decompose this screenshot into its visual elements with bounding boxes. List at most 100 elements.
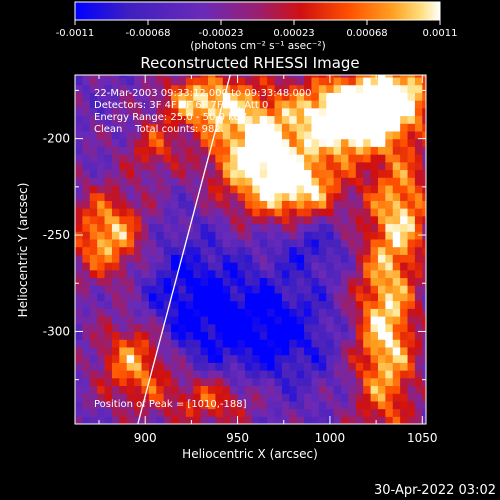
- heatmap-cell: [104, 400, 113, 410]
- heatmap-cell: [274, 262, 283, 271]
- heatmap-cell: [148, 92, 157, 101]
- heatmap-cell: [111, 92, 120, 101]
- heatmap-cell: [134, 107, 143, 117]
- heatmap-cell: [163, 231, 172, 240]
- heatmap-cell: [414, 115, 423, 124]
- heatmap-cell: [296, 246, 305, 255]
- heatmap-cell: [185, 285, 194, 294]
- heatmap-cell: [230, 339, 239, 348]
- heatmap-cell: [230, 246, 239, 255]
- heatmap-cell: [370, 300, 379, 309]
- heatmap-cell: [377, 269, 386, 279]
- heatmap-cell: [289, 192, 298, 201]
- heatmap-cell: [289, 416, 298, 424]
- heatmap-cell: [148, 177, 157, 186]
- heatmap-cell: [414, 200, 423, 209]
- heatmap-cell: [111, 238, 120, 248]
- heatmap-cell: [126, 223, 135, 232]
- heatmap-cell: [141, 208, 150, 217]
- heatmap-cell: [355, 169, 364, 178]
- heatmap-cell: [422, 308, 426, 317]
- heatmap-cell: [326, 354, 335, 363]
- heatmap-cell: [392, 130, 401, 140]
- heatmap-cell: [134, 346, 143, 356]
- heatmap-cell: [311, 76, 320, 86]
- heatmap-cell: [363, 169, 372, 178]
- heatmap-cell: [281, 75, 290, 78]
- heatmap-cell: [414, 130, 423, 140]
- heatmap-cell: [208, 115, 216, 124]
- heatmap-cell: [281, 377, 290, 387]
- heatmap-cell: [134, 215, 143, 225]
- heatmap-cell: [304, 316, 313, 325]
- heatmap-cell: [422, 123, 426, 132]
- heatmap-cell: [252, 138, 261, 147]
- heatmap-cell: [333, 331, 342, 340]
- heatmap-cell: [341, 223, 350, 232]
- heatmap-cell: [333, 184, 342, 194]
- heatmap-cell: [274, 354, 283, 363]
- heatmap-cell: [230, 76, 239, 86]
- heatmap-cell: [414, 339, 423, 348]
- heatmap-cell: [126, 238, 135, 248]
- heatmap-cell: [363, 177, 372, 186]
- heatmap-cell: [104, 416, 113, 424]
- heatmap-cell: [392, 208, 401, 217]
- heatmap-cell: [267, 223, 276, 232]
- heatmap-cell: [311, 262, 320, 271]
- heatmap-cell: [230, 393, 239, 402]
- heatmap-cell: [119, 138, 128, 147]
- heatmap-cell: [126, 339, 135, 348]
- heatmap-cell: [178, 377, 187, 387]
- heatmap-cell: [185, 231, 194, 240]
- heatmap-cell: [392, 377, 401, 387]
- heatmap-cell: [156, 277, 165, 286]
- heatmap-cell: [385, 354, 394, 363]
- heatmap-cell: [215, 200, 224, 209]
- heatmap-cell: [304, 370, 313, 379]
- heatmap-cell: [208, 161, 216, 171]
- heatmap-cell: [326, 231, 335, 240]
- heatmap-cell: [89, 107, 98, 117]
- heatmap-cell: [341, 262, 350, 271]
- heatmap-cell: [185, 393, 194, 402]
- heatmap-cell: [193, 231, 202, 240]
- heatmap-cell: [370, 285, 379, 294]
- heatmap-cell: [304, 292, 313, 302]
- heatmap-cell: [385, 215, 394, 225]
- heatmap-cell: [385, 277, 394, 286]
- heatmap-cell: [237, 393, 246, 402]
- heatmap-cell: [237, 362, 246, 371]
- heatmap-cell: [392, 123, 401, 132]
- heatmap-cell: [348, 246, 357, 255]
- heatmap-cell: [104, 331, 113, 340]
- heatmap-cell: [89, 231, 98, 240]
- heatmap-cell: [104, 346, 113, 356]
- heatmap-cell: [237, 346, 246, 356]
- heatmap-cell: [296, 385, 305, 394]
- heatmap-cell: [111, 292, 120, 302]
- heatmap-cell: [104, 146, 113, 155]
- heatmap-cell: [82, 75, 91, 78]
- heatmap-cell: [318, 393, 327, 402]
- heatmap-cell: [97, 146, 106, 155]
- heatmap-cell: [222, 277, 231, 286]
- heatmap-cell: [200, 354, 209, 363]
- heatmap-cell: [348, 354, 357, 363]
- heatmap-cell: [111, 323, 120, 333]
- heatmap-cell: [348, 92, 357, 101]
- heatmap-cell: [385, 408, 394, 417]
- heatmap-cell: [281, 400, 290, 410]
- heatmap-cell: [385, 331, 394, 340]
- heatmap-cell: [163, 408, 172, 417]
- heatmap-cell: [215, 246, 224, 255]
- heatmap-cell: [370, 316, 379, 325]
- heatmap-cell: [363, 161, 372, 171]
- heatmap-cell: [244, 285, 253, 294]
- heatmap-cell: [267, 262, 276, 271]
- heatmap-cell: [141, 223, 150, 232]
- heatmap-cell: [422, 184, 426, 194]
- heatmap-cell: [259, 346, 268, 356]
- heatmap-cell: [171, 223, 180, 232]
- heatmap-cell: [178, 385, 187, 394]
